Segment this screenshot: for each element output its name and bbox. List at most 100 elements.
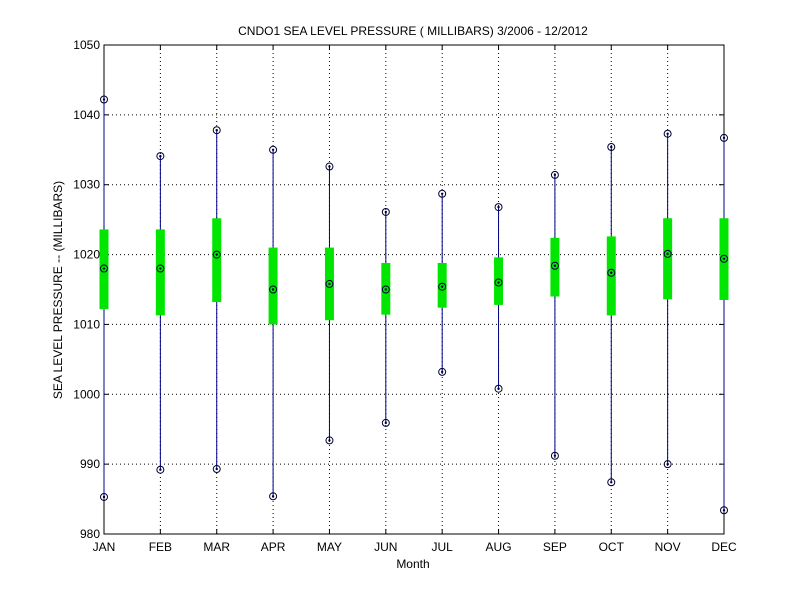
max-marker (550, 170, 559, 179)
x-tick-label: DEC (711, 540, 737, 554)
min-marker-dot (553, 454, 557, 457)
x-axis-ticks: JAN FEB MAR APR MAY JUN JUL AUG SEP OCT NOV DEC (93, 45, 737, 554)
box-mar (212, 126, 222, 474)
min-marker-dot (102, 495, 106, 499)
max-marker-dot (722, 136, 726, 140)
median-marker-dot (102, 267, 106, 270)
min-marker-dot (610, 481, 613, 484)
max-marker-dot (384, 210, 388, 214)
median-marker (663, 249, 672, 258)
y-tick-label: 1030 (73, 178, 100, 192)
max-marker-dot (497, 205, 500, 209)
plot-area-frame (103, 44, 725, 535)
max-marker-dot (102, 98, 106, 101)
y-tick-label: 980 (80, 527, 100, 541)
max-marker (494, 203, 503, 212)
x-tick-label: AUG (486, 540, 512, 554)
box-aug (494, 203, 504, 393)
box-jan (99, 95, 109, 501)
x-tick-label: MAR (203, 540, 230, 554)
median-marker (720, 254, 728, 263)
box-jul (437, 189, 447, 376)
box-feb (155, 152, 165, 474)
max-marker-dot (666, 132, 669, 135)
median-marker (100, 264, 108, 273)
interquartile-box (663, 218, 673, 300)
max-marker (100, 95, 108, 104)
x-axis-label: Month (396, 557, 429, 571)
median-marker (438, 282, 447, 291)
box-jun (381, 207, 391, 427)
interquartile-box (212, 218, 222, 303)
x-tick-label: JAN (93, 540, 116, 554)
y-tick-label: 1040 (73, 108, 100, 122)
min-marker (100, 492, 108, 501)
median-marker-dot (159, 267, 162, 270)
median-marker (494, 278, 503, 287)
y-tick-label: 1050 (73, 38, 100, 52)
min-marker-dot (159, 468, 162, 471)
y-tick-label: 1010 (73, 317, 100, 331)
box-dec (719, 133, 729, 515)
max-marker (325, 162, 334, 171)
max-marker (663, 129, 672, 138)
max-marker (720, 133, 728, 142)
min-marker (438, 367, 447, 376)
y-axis-label: SEA LEVEL PRESSURE -- (MILLIBARS) (51, 181, 65, 399)
min-marker (325, 436, 334, 445)
max-marker-dot (215, 129, 218, 132)
max-marker (269, 145, 278, 154)
median-marker-dot (384, 288, 388, 291)
median-marker-dot (271, 288, 275, 291)
min-marker-dot (440, 370, 444, 374)
box-series (99, 95, 729, 515)
max-marker (607, 142, 616, 151)
y-tick-label: 990 (80, 457, 100, 471)
median-marker-dot (553, 264, 557, 267)
median-marker-dot (610, 271, 613, 274)
interquartile-box (437, 262, 447, 308)
median-marker-dot (666, 252, 669, 256)
x-tick-label: JUN (374, 540, 397, 554)
max-marker (156, 152, 165, 161)
min-marker (607, 478, 616, 487)
x-tick-label: FEB (149, 540, 172, 554)
min-marker (550, 451, 559, 460)
median-marker (269, 285, 278, 294)
max-marker-dot (159, 154, 162, 158)
x-tick-label: SEP (543, 540, 567, 554)
min-marker-dot (497, 387, 500, 390)
min-marker (269, 492, 278, 501)
median-marker (381, 285, 390, 294)
median-marker-dot (722, 257, 726, 260)
min-marker-dot (215, 467, 218, 471)
max-marker-dot (271, 148, 275, 151)
median-marker (325, 279, 334, 288)
median-marker-dot (440, 285, 444, 288)
y-tick-label: 1000 (73, 387, 100, 401)
min-marker (663, 460, 672, 469)
max-marker (212, 126, 221, 135)
min-marker (381, 418, 390, 427)
box-sep (550, 170, 560, 460)
min-marker-dot (271, 495, 275, 498)
x-tick-label: MAY (317, 540, 342, 554)
median-marker (156, 264, 165, 273)
y-tick-label: 1020 (73, 248, 100, 262)
median-marker (550, 261, 559, 270)
median-marker (607, 268, 616, 277)
box-oct (606, 142, 616, 487)
median-marker-dot (328, 282, 331, 286)
max-marker-dot (610, 145, 613, 149)
interquartile-box (550, 237, 560, 297)
max-marker (381, 207, 390, 216)
min-marker-dot (384, 421, 388, 425)
x-tick-label: NOV (655, 540, 681, 554)
max-marker-dot (553, 173, 557, 177)
min-marker-dot (328, 439, 331, 442)
max-marker-dot (328, 165, 331, 168)
max-marker (438, 189, 447, 198)
min-marker-dot (722, 509, 726, 512)
min-marker (494, 384, 503, 393)
